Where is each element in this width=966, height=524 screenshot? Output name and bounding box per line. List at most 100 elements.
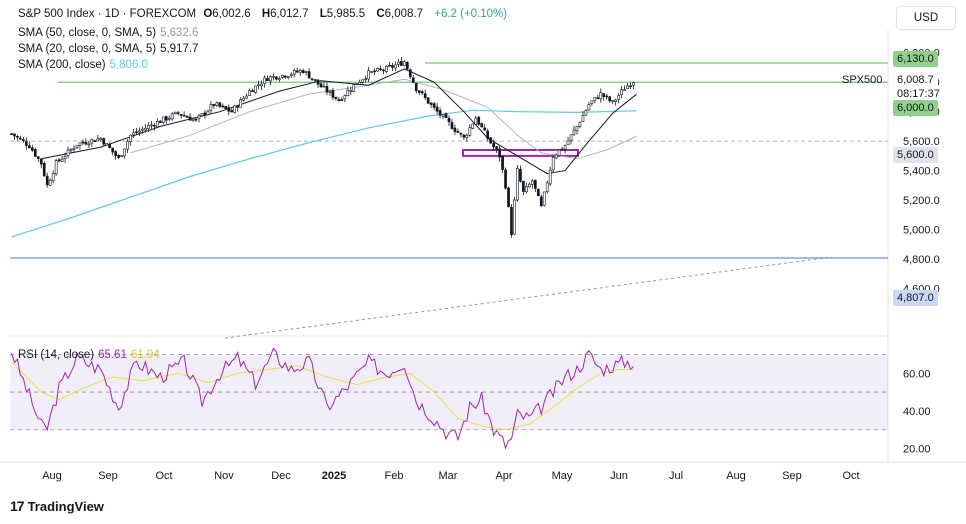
candle-body xyxy=(465,134,469,138)
candle-body xyxy=(30,147,34,151)
currency-button[interactable]: USD xyxy=(896,6,956,30)
candle-body xyxy=(572,129,576,135)
candle-body xyxy=(596,97,600,100)
candle-body xyxy=(397,61,400,65)
candle-body xyxy=(429,102,433,105)
candle-body xyxy=(519,168,522,182)
candle-body xyxy=(138,130,141,133)
candle-body xyxy=(141,128,144,131)
candle-body xyxy=(528,183,531,188)
sma50-legend[interactable]: SMA (50, close, 0, SMA, 5) 5,632.6 xyxy=(18,27,199,39)
candle-body xyxy=(93,140,97,142)
candle-body xyxy=(373,70,376,73)
candle-body xyxy=(132,132,135,136)
candle-body xyxy=(155,120,159,128)
candle-body xyxy=(379,68,382,71)
candle-body xyxy=(263,77,266,84)
sma200-legend[interactable]: SMA (200, close) 5,806.0 xyxy=(18,59,148,71)
candle-body xyxy=(307,71,311,79)
candle-body xyxy=(176,112,180,114)
candle-body xyxy=(471,123,475,129)
candle-body xyxy=(411,77,415,83)
sma50-value: 5,632.6 xyxy=(160,27,199,39)
sma200-value: 5,806.0 xyxy=(109,59,148,71)
candle-body xyxy=(632,82,635,86)
candle-body xyxy=(569,134,573,141)
candle-body xyxy=(477,116,481,125)
time-tick-label: Oct xyxy=(155,470,172,482)
candle-body xyxy=(423,93,427,98)
candle-body xyxy=(554,154,558,159)
header-ohlc: S&P 500 Index · 1D · FOREXCOM O6,002.6 H… xyxy=(18,8,508,20)
candle-body xyxy=(42,162,46,177)
candle-body xyxy=(370,71,373,73)
candle-body xyxy=(310,78,314,80)
time-tick-label: Jun xyxy=(610,470,628,482)
high-value: 6,012.7 xyxy=(270,8,309,20)
candle-body xyxy=(286,76,290,78)
candle-body xyxy=(72,148,76,150)
candle-body xyxy=(340,99,344,101)
logo-text: TradingView xyxy=(27,498,104,514)
sma200-line xyxy=(11,109,637,238)
candle-body xyxy=(233,105,237,113)
price-tick-label: 5,600.0 xyxy=(903,136,940,148)
candle-body xyxy=(280,74,284,78)
candle-body xyxy=(185,116,189,118)
candle-body xyxy=(459,132,463,135)
candle-body xyxy=(614,99,618,102)
candle-body xyxy=(206,110,210,116)
candle-body xyxy=(331,90,335,98)
candle-body xyxy=(414,82,418,91)
time-tick-label: Feb xyxy=(385,470,404,482)
candle-body xyxy=(426,97,430,104)
candle-body xyxy=(355,83,359,85)
candle-body xyxy=(114,151,117,156)
candle-body xyxy=(283,75,287,78)
tradingview-logo[interactable]: 17 TradingView xyxy=(10,498,104,514)
candle-body xyxy=(111,147,115,153)
last-price-tag: 6,008.7 xyxy=(893,72,938,88)
candle-body xyxy=(75,145,79,148)
time-tick-label: Sep xyxy=(98,470,118,482)
candle-body xyxy=(78,142,82,146)
candle-body xyxy=(60,158,64,162)
candle-body xyxy=(230,110,234,113)
candle-body xyxy=(182,114,186,117)
candle-body xyxy=(45,175,49,186)
candle-body xyxy=(209,104,213,112)
candle-body xyxy=(28,145,31,149)
candle-body xyxy=(530,180,534,185)
candle-body xyxy=(483,127,487,131)
candle-body xyxy=(87,143,91,146)
candle-body xyxy=(501,155,504,170)
candle-body xyxy=(391,65,394,68)
candle-body xyxy=(382,69,385,72)
rsi-ma-value: 61.94 xyxy=(130,349,160,361)
candle-body xyxy=(147,125,150,129)
sma20-legend[interactable]: SMA (20, close, 0, SMA, 5) 5,917.7 xyxy=(18,43,199,55)
candle-body xyxy=(337,99,341,101)
time-tick-label: Aug xyxy=(42,470,62,482)
candle-body xyxy=(626,85,629,90)
symbol-title[interactable]: S&P 500 Index · 1D · FOREXCOM xyxy=(18,8,197,20)
candle-body xyxy=(328,90,332,93)
candle-body xyxy=(153,124,156,127)
candle-body xyxy=(349,89,353,92)
candle-body xyxy=(352,84,356,92)
tv-logo-icon: 17 xyxy=(10,498,25,514)
close-value: 6,008.7 xyxy=(384,8,424,20)
candle-body xyxy=(474,117,478,125)
support-resistance-levels[interactable] xyxy=(10,62,888,339)
candle-body xyxy=(435,106,439,112)
candle-body xyxy=(480,123,484,128)
candle-body xyxy=(358,82,362,85)
candle-body xyxy=(450,122,454,130)
candle-body xyxy=(221,105,225,108)
countdown-tag: 08:17:37 xyxy=(893,86,944,102)
rsi-legend[interactable]: RSI (14, close) 65.61 61.94 xyxy=(18,349,160,361)
candle-body xyxy=(611,100,615,102)
candle-body xyxy=(105,143,109,146)
candle-body xyxy=(441,114,445,117)
